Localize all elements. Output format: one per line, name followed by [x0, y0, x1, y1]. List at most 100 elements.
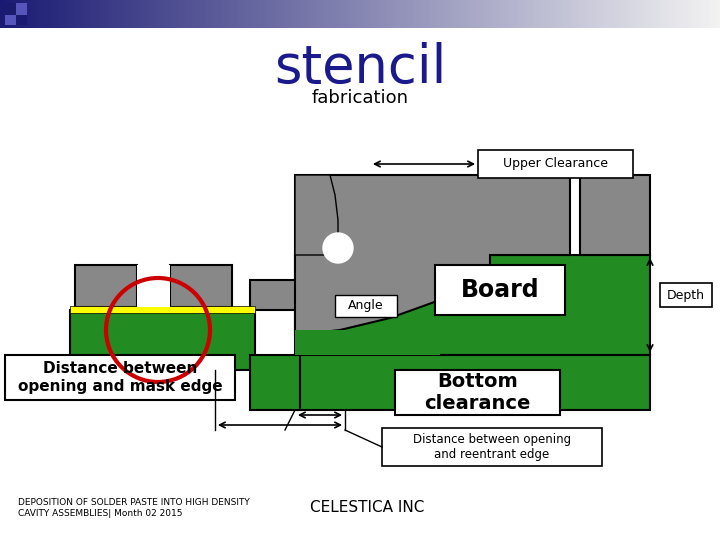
- Bar: [586, 0, 587, 28]
- Bar: [509, 0, 510, 28]
- Bar: [676, 0, 677, 28]
- Bar: [606, 0, 607, 28]
- Bar: [44, 0, 45, 28]
- Bar: [71, 0, 72, 28]
- Bar: [281, 0, 282, 28]
- Bar: [131, 0, 132, 28]
- Bar: [231, 0, 232, 28]
- Bar: [429, 0, 430, 28]
- Bar: [506, 0, 507, 28]
- Bar: [563, 0, 564, 28]
- Bar: [466, 0, 467, 28]
- Bar: [598, 0, 599, 28]
- Bar: [292, 0, 293, 28]
- Bar: [393, 0, 394, 28]
- Bar: [111, 0, 112, 28]
- Bar: [450, 0, 451, 28]
- Bar: [583, 0, 584, 28]
- Bar: [179, 0, 180, 28]
- Bar: [27, 0, 28, 28]
- Bar: [644, 0, 645, 28]
- Bar: [446, 0, 447, 28]
- Bar: [616, 0, 617, 28]
- Bar: [660, 0, 661, 28]
- Text: Depth: Depth: [667, 288, 705, 301]
- Bar: [395, 370, 560, 415]
- Bar: [162, 0, 163, 28]
- Bar: [478, 0, 479, 28]
- Bar: [641, 0, 642, 28]
- Bar: [336, 0, 337, 28]
- Bar: [37, 0, 38, 28]
- Bar: [160, 0, 161, 28]
- Bar: [176, 0, 177, 28]
- Bar: [494, 0, 495, 28]
- Bar: [147, 0, 148, 28]
- Bar: [678, 0, 679, 28]
- Bar: [433, 0, 434, 28]
- Bar: [38, 0, 39, 28]
- Bar: [316, 0, 317, 28]
- Bar: [16, 0, 17, 28]
- Bar: [626, 0, 627, 28]
- Bar: [344, 0, 345, 28]
- Bar: [688, 0, 689, 28]
- Bar: [82, 0, 83, 28]
- Bar: [247, 0, 248, 28]
- Bar: [471, 0, 472, 28]
- Bar: [497, 0, 498, 28]
- Bar: [454, 0, 455, 28]
- Bar: [265, 0, 266, 28]
- Bar: [699, 0, 700, 28]
- Bar: [359, 0, 360, 28]
- Bar: [625, 0, 626, 28]
- Bar: [716, 0, 717, 28]
- Bar: [651, 0, 652, 28]
- Bar: [643, 0, 644, 28]
- Bar: [16, 3, 27, 15]
- Bar: [67, 0, 68, 28]
- Bar: [459, 0, 460, 28]
- Bar: [529, 0, 530, 28]
- Bar: [230, 0, 231, 28]
- Bar: [93, 0, 94, 28]
- Bar: [665, 0, 666, 28]
- Bar: [431, 0, 432, 28]
- Bar: [177, 0, 178, 28]
- Bar: [515, 0, 516, 28]
- Bar: [30, 0, 31, 28]
- Bar: [186, 0, 187, 28]
- Bar: [435, 0, 436, 28]
- Bar: [181, 0, 182, 28]
- Bar: [377, 0, 378, 28]
- Bar: [493, 0, 494, 28]
- Bar: [382, 0, 383, 28]
- Bar: [499, 0, 500, 28]
- Bar: [86, 0, 87, 28]
- Bar: [339, 0, 340, 28]
- Bar: [128, 0, 129, 28]
- Bar: [573, 0, 574, 28]
- Bar: [250, 280, 300, 310]
- Bar: [154, 0, 155, 28]
- Bar: [711, 0, 712, 28]
- Bar: [498, 0, 499, 28]
- Bar: [194, 0, 195, 28]
- Bar: [243, 0, 244, 28]
- Bar: [209, 0, 210, 28]
- Bar: [504, 0, 505, 28]
- Bar: [323, 0, 324, 28]
- Bar: [239, 0, 240, 28]
- Bar: [628, 0, 629, 28]
- Bar: [70, 0, 71, 28]
- Bar: [399, 0, 400, 28]
- Bar: [55, 0, 56, 28]
- Bar: [595, 0, 596, 28]
- Bar: [278, 0, 279, 28]
- Bar: [670, 0, 671, 28]
- Bar: [419, 0, 420, 28]
- Bar: [163, 0, 164, 28]
- Bar: [623, 0, 624, 28]
- Bar: [647, 0, 648, 28]
- Bar: [608, 0, 609, 28]
